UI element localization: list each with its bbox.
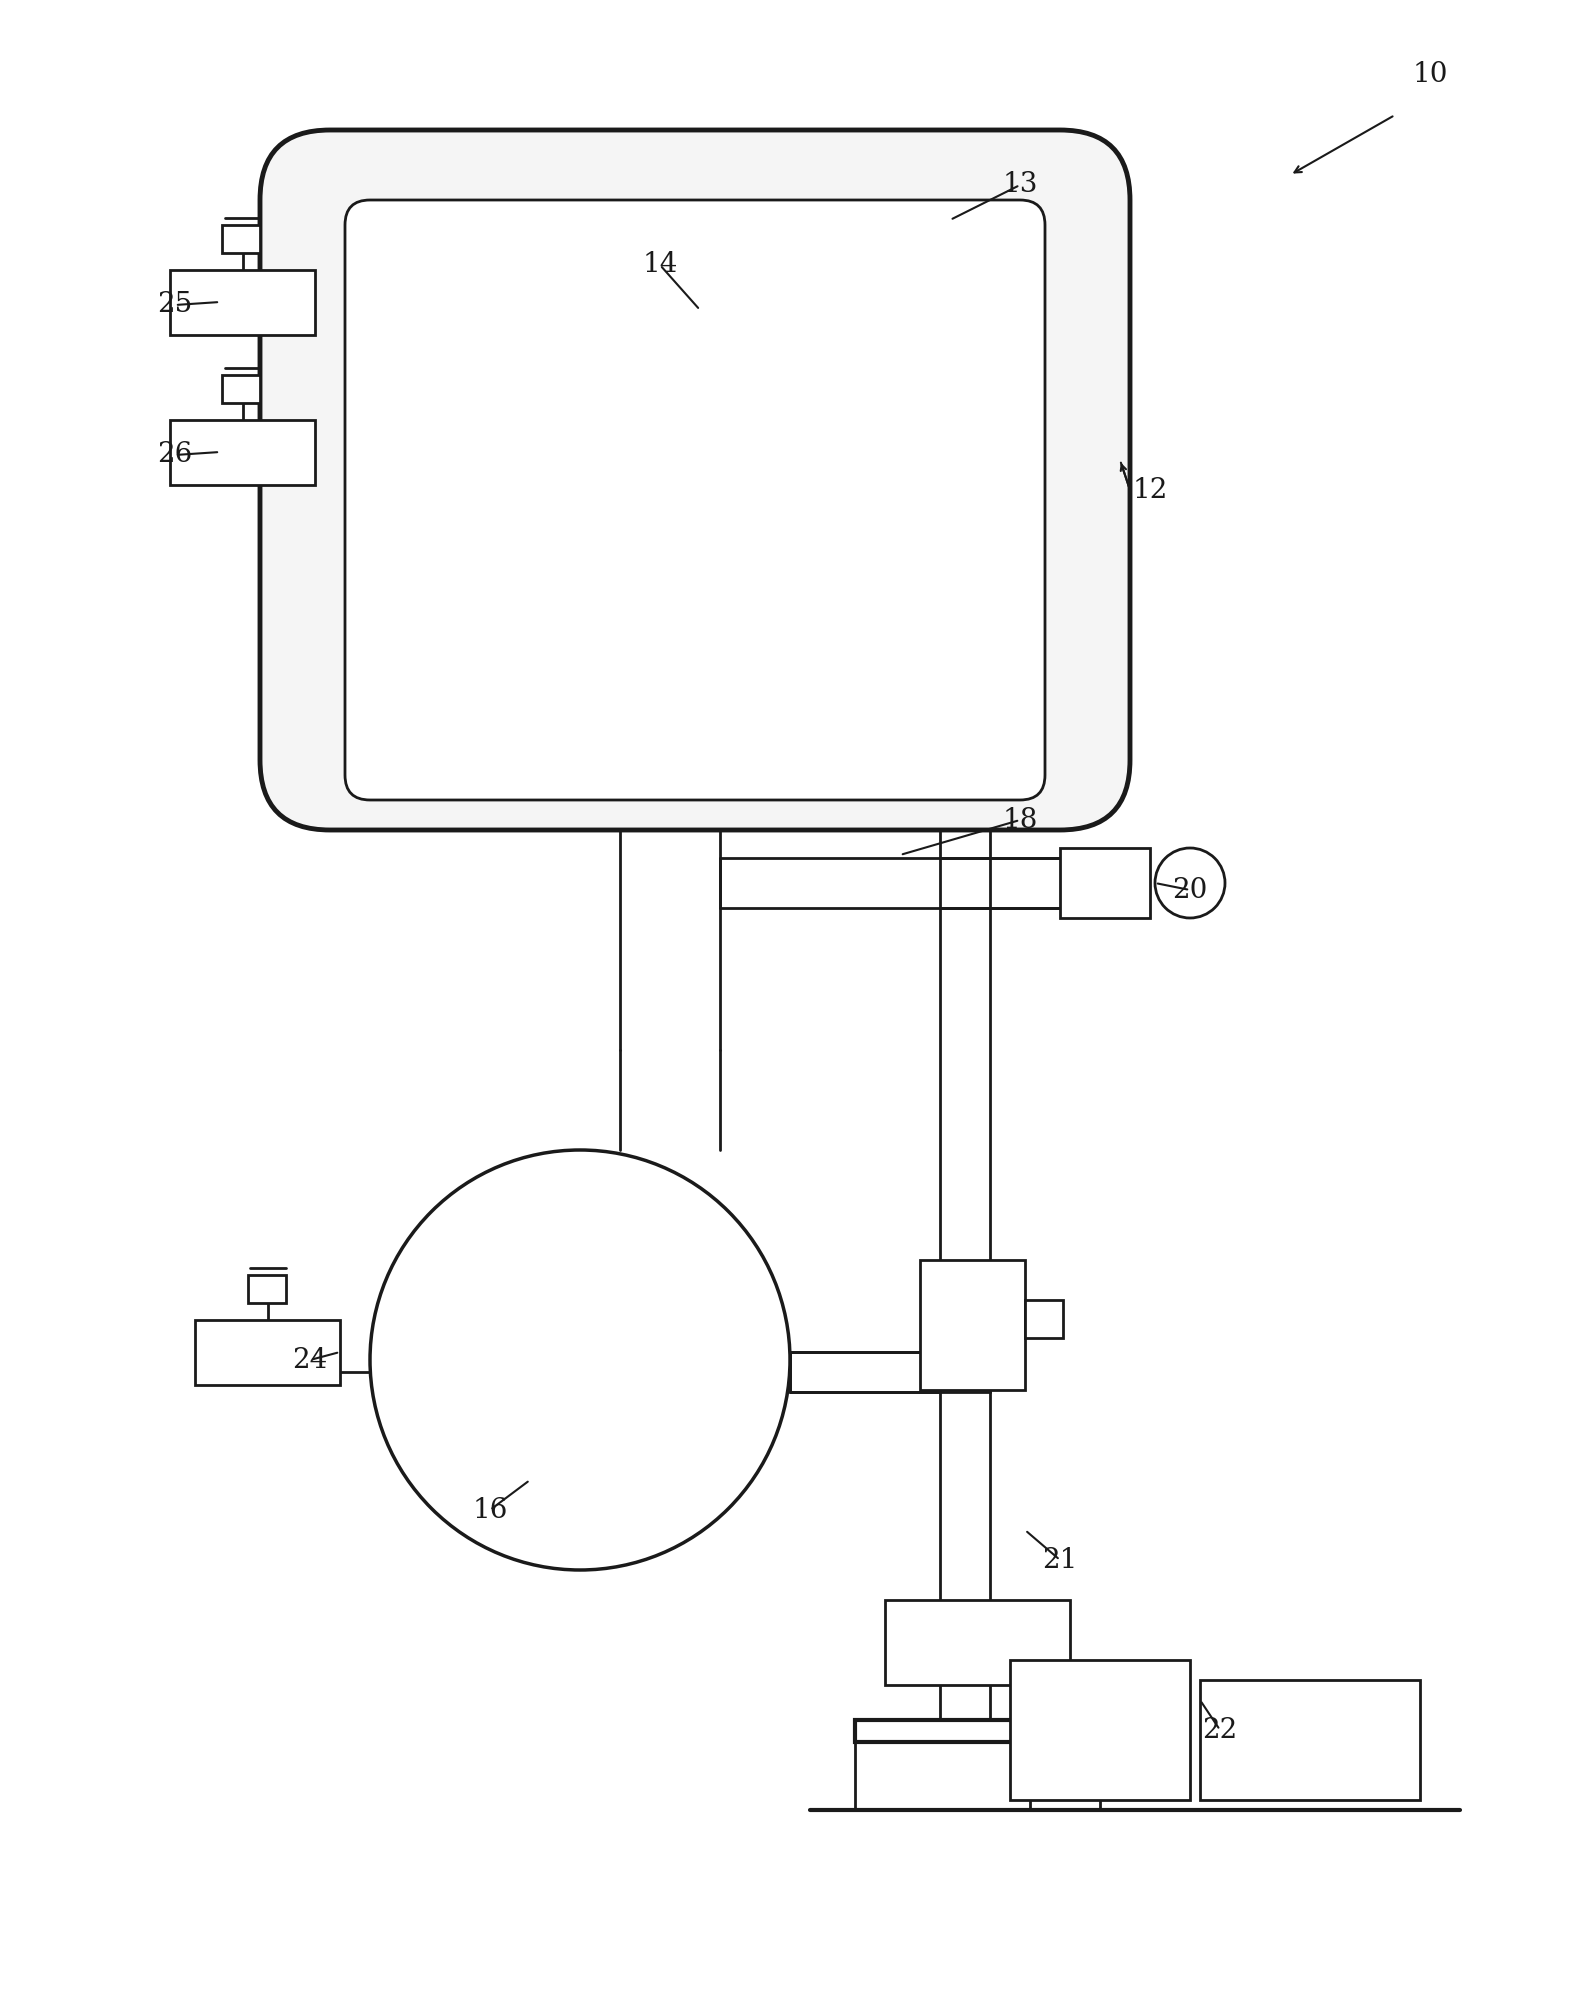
Text: 10: 10 — [1413, 62, 1448, 89]
Bar — [1025, 1300, 1063, 1339]
Bar — [1060, 849, 1149, 917]
Circle shape — [1156, 849, 1225, 917]
Text: 24: 24 — [292, 1347, 328, 1373]
Bar — [221, 375, 261, 403]
Bar — [1199, 1679, 1419, 1800]
Text: 21: 21 — [1042, 1546, 1077, 1574]
Bar — [170, 270, 316, 335]
Bar — [1010, 1659, 1190, 1800]
Text: 13: 13 — [1002, 171, 1038, 198]
Text: 20: 20 — [1173, 877, 1207, 903]
Circle shape — [371, 1149, 790, 1570]
FancyBboxPatch shape — [345, 200, 1046, 800]
Bar — [221, 226, 261, 252]
Bar — [885, 1601, 1071, 1685]
Bar — [920, 1260, 1025, 1389]
Bar — [195, 1320, 341, 1385]
Bar — [856, 1720, 1101, 1742]
Text: 16: 16 — [473, 1496, 507, 1524]
Text: 26: 26 — [157, 442, 193, 468]
Text: 22: 22 — [1203, 1716, 1237, 1744]
Text: 12: 12 — [1132, 476, 1168, 504]
Text: 25: 25 — [157, 292, 193, 319]
Text: 14: 14 — [642, 252, 678, 278]
Bar — [248, 1274, 286, 1302]
FancyBboxPatch shape — [261, 129, 1130, 831]
Bar — [170, 419, 316, 486]
Text: 18: 18 — [1002, 806, 1038, 833]
